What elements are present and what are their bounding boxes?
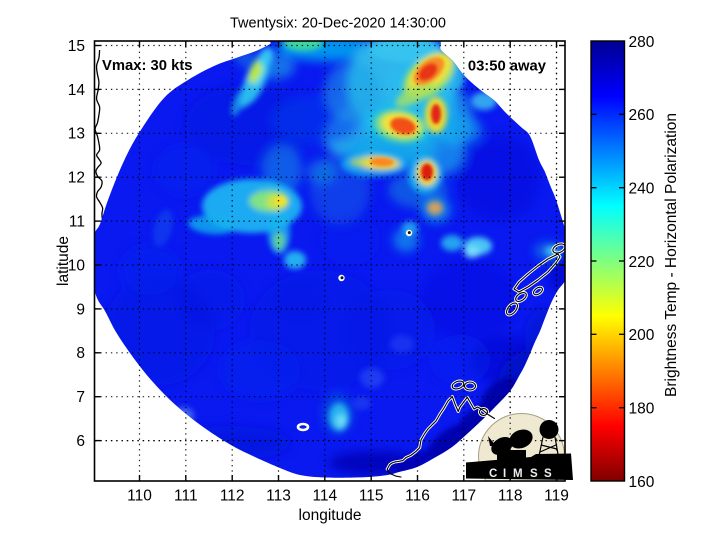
svg-text:117: 117 bbox=[451, 488, 476, 505]
svg-text:280: 280 bbox=[629, 34, 655, 51]
svg-text:114: 114 bbox=[312, 488, 337, 505]
svg-text:110: 110 bbox=[127, 488, 152, 505]
svg-text:11: 11 bbox=[69, 214, 85, 231]
svg-text:14: 14 bbox=[68, 82, 86, 99]
svg-text:M: M bbox=[513, 468, 523, 480]
svg-text:220: 220 bbox=[629, 254, 655, 271]
svg-text:8: 8 bbox=[76, 345, 85, 362]
svg-text:111: 111 bbox=[174, 488, 198, 505]
svg-text:116: 116 bbox=[405, 488, 430, 505]
svg-text:Twentysix: 20-Dec-2020 14:30:0: Twentysix: 20-Dec-2020 14:30:00 bbox=[230, 16, 446, 32]
svg-text:Vmax: 30 kts: Vmax: 30 kts bbox=[102, 58, 192, 74]
svg-text:latitude: latitude bbox=[55, 236, 72, 286]
svg-text:13: 13 bbox=[68, 126, 85, 143]
svg-text:10: 10 bbox=[68, 257, 86, 274]
svg-text:113: 113 bbox=[266, 488, 291, 505]
svg-text:7: 7 bbox=[76, 389, 85, 406]
svg-text:260: 260 bbox=[629, 107, 655, 124]
svg-text:240: 240 bbox=[629, 181, 655, 198]
svg-text:03:50 away: 03:50 away bbox=[468, 58, 547, 74]
svg-text:longitude: longitude bbox=[299, 507, 362, 524]
svg-text:12: 12 bbox=[68, 170, 85, 187]
svg-text:160: 160 bbox=[629, 474, 655, 491]
svg-text:I: I bbox=[503, 468, 506, 480]
svg-text:115: 115 bbox=[359, 488, 384, 505]
svg-text:118: 118 bbox=[498, 488, 523, 505]
svg-text:180: 180 bbox=[629, 401, 655, 418]
svg-text:9: 9 bbox=[76, 301, 85, 318]
svg-text:S: S bbox=[544, 468, 552, 480]
svg-text:15: 15 bbox=[68, 38, 85, 55]
svg-text:112: 112 bbox=[220, 488, 245, 505]
svg-text:119: 119 bbox=[544, 488, 569, 505]
svg-text:C: C bbox=[489, 468, 497, 480]
svg-text:S: S bbox=[530, 468, 538, 480]
svg-text:6: 6 bbox=[76, 433, 85, 450]
svg-text:200: 200 bbox=[629, 327, 655, 344]
svg-text:Brightness Temp - Horizontal P: Brightness Temp - Horizontal Polarizatio… bbox=[663, 113, 680, 397]
